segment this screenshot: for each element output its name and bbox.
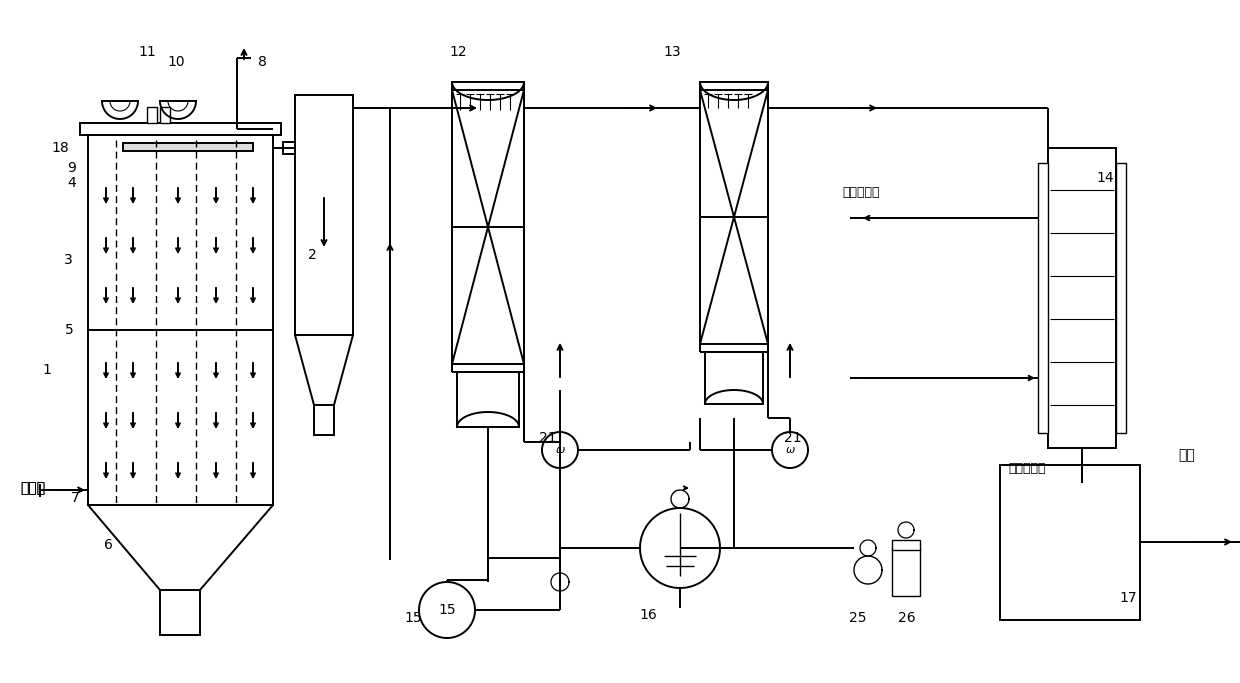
Bar: [892, 540, 920, 550]
Text: 4: 4: [68, 176, 77, 190]
Bar: [283, 142, 295, 154]
Bar: [892, 548, 920, 596]
Bar: [1116, 163, 1126, 433]
Text: 3: 3: [63, 253, 72, 267]
Text: $\omega$: $\omega$: [554, 445, 565, 455]
Bar: [160, 107, 170, 123]
Text: 21: 21: [539, 431, 557, 445]
Text: 15: 15: [404, 611, 422, 625]
Text: 16: 16: [639, 608, 657, 622]
Bar: [1038, 163, 1048, 433]
Bar: [160, 590, 200, 635]
Text: 冷凝水进口: 冷凝水进口: [1008, 462, 1045, 475]
Text: 14: 14: [1096, 171, 1114, 185]
Text: 7: 7: [71, 491, 79, 505]
Text: 12: 12: [449, 45, 466, 59]
Bar: [148, 107, 157, 123]
Text: 17: 17: [1120, 591, 1137, 605]
Bar: [1048, 148, 1116, 448]
Text: 11: 11: [138, 45, 156, 59]
Text: 8: 8: [258, 55, 267, 69]
Text: 25: 25: [849, 611, 867, 625]
Text: 热解气: 热解气: [20, 481, 45, 495]
Text: 2: 2: [308, 248, 316, 262]
Bar: [706, 352, 763, 404]
Text: 6: 6: [104, 538, 113, 552]
Text: 冷凝水出口: 冷凝水出口: [842, 186, 879, 199]
Text: 15: 15: [438, 603, 456, 617]
Text: 18: 18: [51, 141, 69, 155]
Text: 煤气: 煤气: [1178, 448, 1195, 462]
Bar: [999, 465, 1140, 620]
Bar: [88, 135, 273, 505]
Text: 13: 13: [663, 45, 681, 59]
Bar: [314, 405, 334, 435]
Text: $\omega$: $\omega$: [785, 445, 795, 455]
Bar: [295, 95, 353, 335]
Text: 10: 10: [167, 55, 185, 69]
Text: 热解气: 热解气: [20, 481, 45, 495]
Text: 5: 5: [64, 323, 73, 337]
Text: 21: 21: [784, 431, 802, 445]
Bar: [81, 123, 281, 135]
Text: 9: 9: [67, 161, 77, 175]
Text: 26: 26: [898, 611, 916, 625]
Bar: [458, 372, 520, 427]
Bar: [123, 143, 253, 151]
Text: 1: 1: [42, 363, 51, 377]
